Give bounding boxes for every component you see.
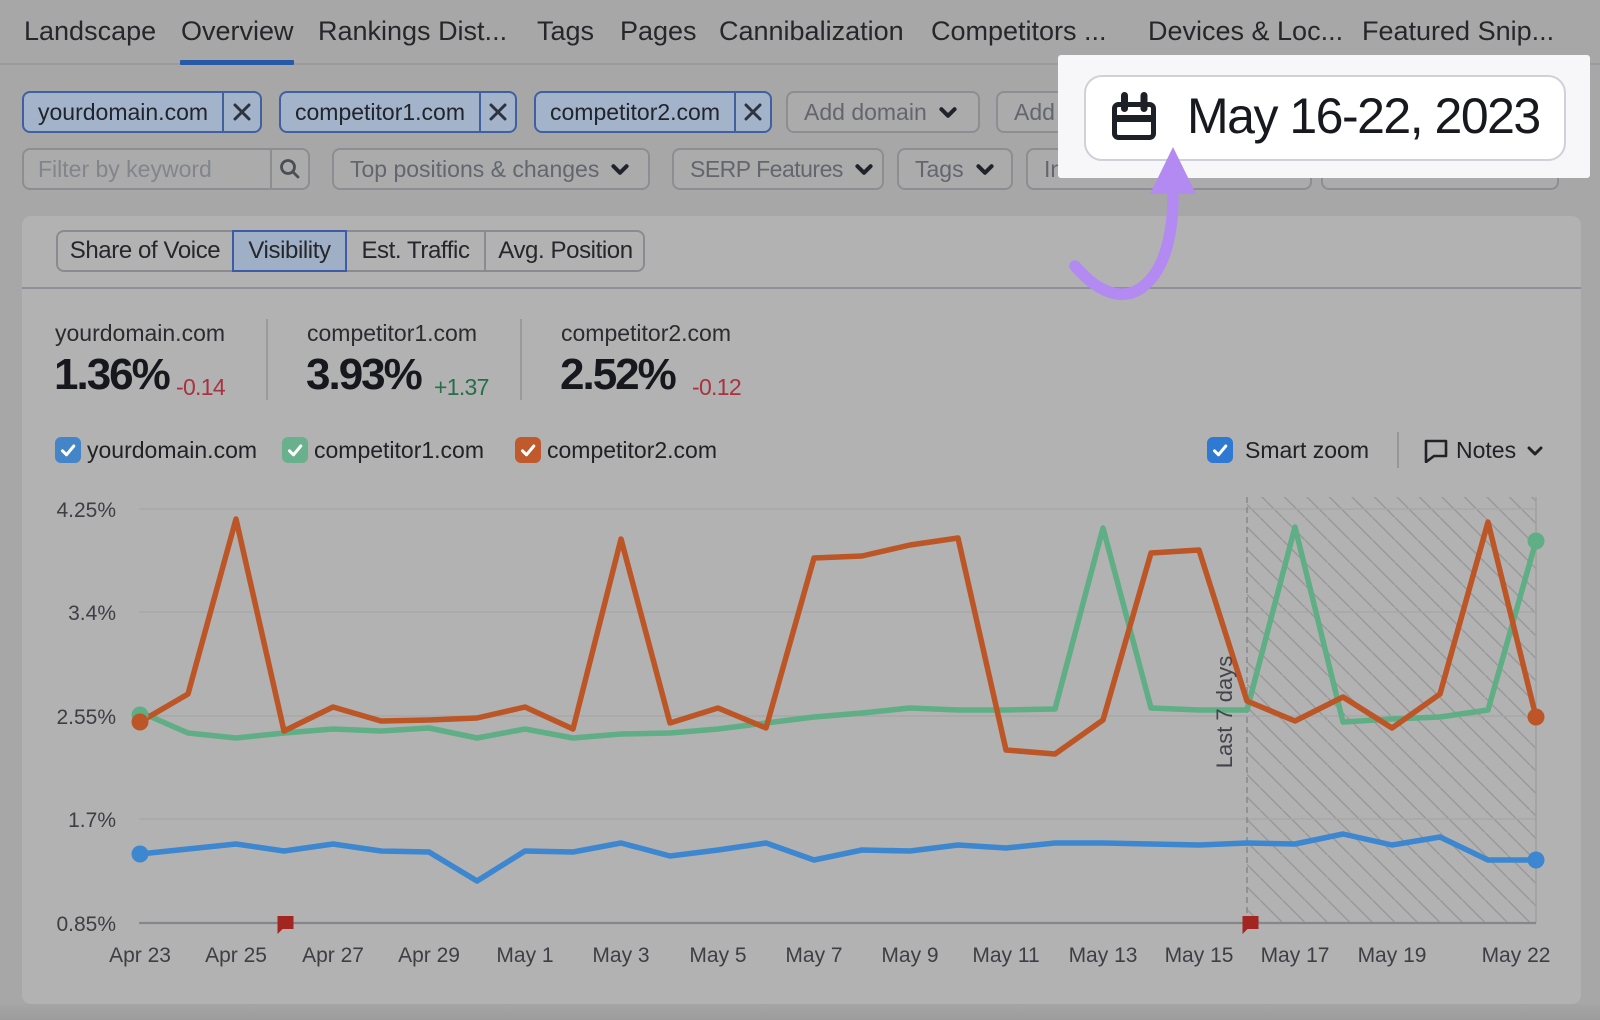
svg-text:Apr 25: Apr 25 xyxy=(205,944,267,967)
svg-text:4.25%: 4.25% xyxy=(56,499,116,522)
svg-text:May 17: May 17 xyxy=(1261,944,1330,967)
svg-text:Apr 27: Apr 27 xyxy=(302,944,364,967)
svg-text:May 13: May 13 xyxy=(1069,944,1138,967)
svg-text:May 3: May 3 xyxy=(592,944,649,967)
svg-text:3.4%: 3.4% xyxy=(68,602,116,625)
svg-text:May 11: May 11 xyxy=(972,944,1039,967)
svg-text:May 9: May 9 xyxy=(881,944,938,967)
svg-text:May 1: May 1 xyxy=(496,944,553,967)
svg-text:May 19: May 19 xyxy=(1358,944,1427,967)
svg-text:May 5: May 5 xyxy=(689,944,746,967)
svg-text:Apr 23: Apr 23 xyxy=(109,944,171,967)
svg-text:Last 7 days: Last 7 days xyxy=(1212,656,1237,769)
svg-text:May 7: May 7 xyxy=(785,944,842,967)
svg-text:1.7%: 1.7% xyxy=(68,809,116,832)
svg-text:May 22: May 22 xyxy=(1482,944,1551,967)
svg-text:2.55%: 2.55% xyxy=(56,706,116,729)
svg-text:Apr 29: Apr 29 xyxy=(398,944,460,967)
svg-text:0.85%: 0.85% xyxy=(56,913,116,936)
svg-text:May 15: May 15 xyxy=(1165,944,1234,967)
